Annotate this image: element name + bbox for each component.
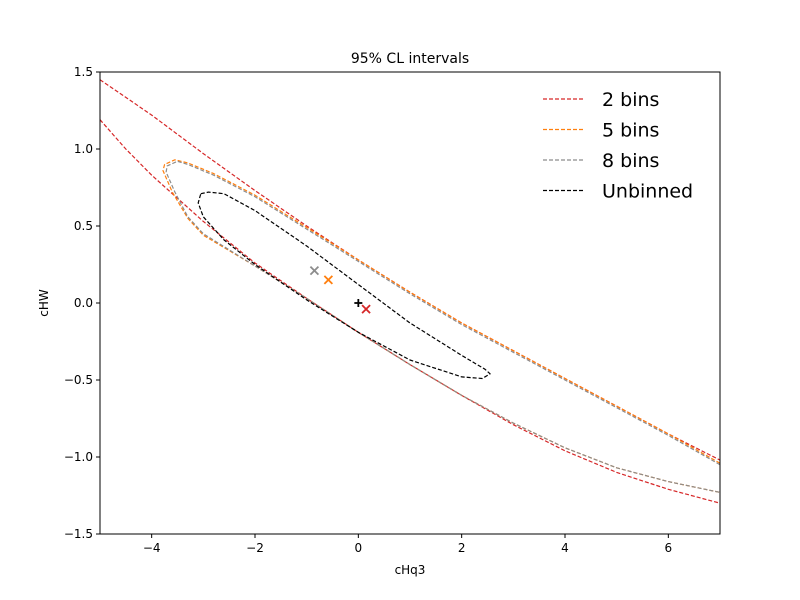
chart-title: 95% CL intervals bbox=[351, 51, 469, 67]
y-tick-label: −0.5 bbox=[64, 373, 93, 387]
legend-label: 2 bins bbox=[602, 89, 659, 111]
y-axis-ticks: −1.5 −1.0 −0.5 0.0 0.5 1.0 1.5 bbox=[64, 65, 100, 541]
y-tick-label: 1.5 bbox=[74, 65, 93, 79]
x-tick-label: −2 bbox=[246, 541, 264, 555]
best-fit-marker bbox=[354, 299, 363, 307]
x-tick-label: 6 bbox=[665, 541, 673, 555]
x-tick-label: 2 bbox=[458, 541, 466, 555]
x-axis-ticks: −4 −2 0 2 4 6 bbox=[143, 534, 672, 555]
y-tick-label: 0.0 bbox=[74, 296, 93, 310]
best-fit-marker bbox=[323, 275, 334, 285]
y-tick-label: 0.5 bbox=[74, 219, 93, 233]
x-axis-label: cHq3 bbox=[395, 563, 426, 577]
y-axis-label: cHW bbox=[37, 289, 51, 317]
contour-8-bins-0 bbox=[165, 160, 720, 493]
legend-label: 5 bins bbox=[602, 120, 659, 142]
contour-lines bbox=[100, 79, 720, 504]
contour-2-bins-1 bbox=[100, 119, 720, 504]
legend: 2 bins 5 bins 8 bins Unbinned bbox=[543, 89, 693, 203]
best-fit-marker bbox=[309, 266, 320, 276]
x-tick-label: −4 bbox=[143, 541, 161, 555]
best-fit-marker bbox=[361, 304, 371, 314]
y-tick-label: −1.0 bbox=[64, 450, 93, 464]
contour-unbinned-0 bbox=[197, 191, 491, 380]
legend-label: Unbinned bbox=[602, 181, 693, 203]
legend-label: 8 bins bbox=[602, 150, 659, 172]
best-fit-markers bbox=[309, 266, 371, 314]
x-tick-label: 0 bbox=[355, 541, 363, 555]
x-tick-label: 4 bbox=[561, 541, 569, 555]
y-tick-label: 1.0 bbox=[74, 142, 93, 156]
y-tick-label: −1.5 bbox=[64, 527, 93, 541]
